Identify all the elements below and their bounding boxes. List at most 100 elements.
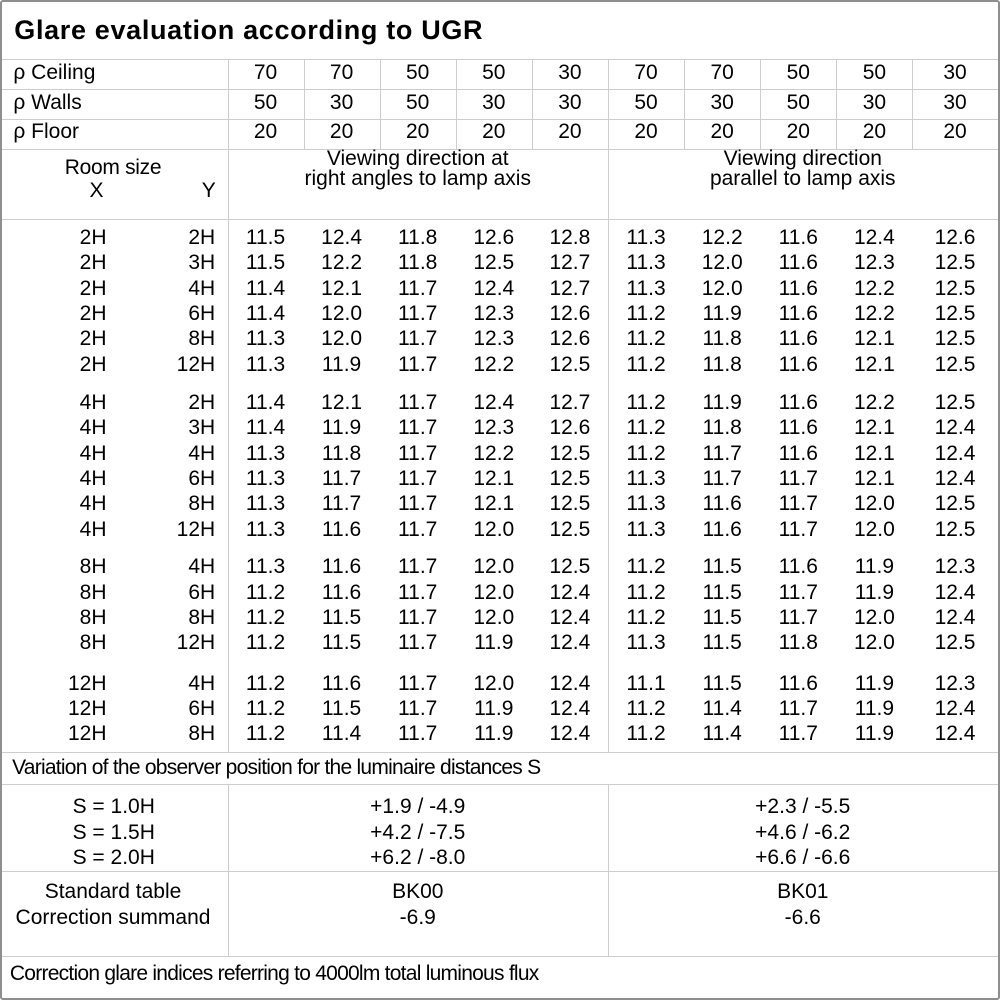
room-size-x-value: 4H	[79, 391, 107, 414]
ugr-value: 12.5	[549, 492, 591, 516]
ugr-value: 12.0	[853, 492, 895, 516]
ugr-value: 11.7	[778, 606, 818, 630]
reflectance-value: 20	[482, 120, 506, 144]
ugr-value: 11.2	[626, 555, 666, 579]
ugr-value: 12.2	[701, 225, 743, 249]
room-size-y-value: 3H	[188, 416, 216, 440]
ugr-value: 11.2	[626, 441, 666, 465]
ugr-value: 11.8	[321, 441, 362, 465]
ugr-value: 12.0	[701, 251, 743, 275]
page-title: Glare evaluation according to UGR	[14, 15, 484, 46]
group2-header-line1: Viewing direction	[723, 147, 882, 171]
reflectance-value: 20	[710, 120, 734, 144]
ugr-value: 12.4	[934, 696, 976, 720]
standard-label: Standard table	[44, 880, 182, 904]
ugr-value: 11.9	[854, 696, 895, 720]
ugr-value: 11.4	[245, 276, 286, 300]
ugr-value: 11.2	[626, 352, 666, 376]
room-size-y-value: 12H	[176, 352, 216, 376]
ugr-value: 11.6	[778, 276, 818, 300]
ugr-value: 11.7	[398, 696, 438, 720]
ugr-value: 11.6	[321, 555, 362, 579]
ugr-value: 11.7	[398, 416, 438, 440]
ugr-value: 12.0	[701, 276, 743, 300]
ugr-value: 12.1	[321, 391, 363, 414]
room-size-y-value: 12H	[176, 631, 216, 655]
room-size-y-value: 4H	[188, 555, 216, 579]
room-size-x-value: 12H	[67, 671, 107, 695]
ugr-value: 12.4	[934, 467, 976, 491]
ugr-value: 11.6	[778, 225, 818, 249]
reflectance-value: 50	[406, 60, 430, 84]
ugr-value: 11.8	[702, 416, 742, 440]
ugr-value: 12.0	[473, 517, 515, 541]
ugr-value: 11.9	[854, 555, 895, 579]
ugr-value: 11.8	[702, 327, 742, 351]
reflectance-value: 20	[862, 120, 887, 144]
ugr-value: 11.3	[245, 492, 286, 516]
spacing-group2-value: +6.6 / -6.6	[755, 845, 851, 869]
ugr-value: 12.4	[934, 580, 976, 604]
ugr-value: 11.3	[626, 517, 666, 541]
ugr-value: 11.5	[321, 696, 362, 720]
ugr-value: 11.3	[626, 251, 666, 275]
ugr-value: 12.5	[934, 276, 976, 300]
standard-group1-value: BK00	[392, 880, 444, 904]
ugr-value: 11.7	[778, 467, 818, 491]
standard-group2-value: -6.6	[784, 905, 821, 929]
ugr-value: 12.5	[934, 631, 976, 655]
ugr-value: 12.2	[473, 441, 515, 465]
ugr-value: 12.4	[321, 225, 363, 249]
grid-horizontal-line	[0, 149, 1000, 151]
standard-label: Correction summand	[15, 905, 211, 929]
room-size-y-value: 8H	[188, 722, 216, 746]
grid-vertical-line	[531, 59, 533, 150]
ugr-value: 11.7	[321, 467, 362, 491]
ugr-value: 12.5	[934, 327, 976, 351]
spacing-group2-value: +2.3 / -5.5	[755, 795, 851, 819]
room-size-x-value: 2H	[79, 301, 107, 325]
ugr-value: 11.2	[626, 722, 666, 746]
room-size-x-value: 8H	[79, 631, 107, 655]
ugr-value: 11.5	[245, 225, 286, 249]
ugr-value: 11.9	[474, 722, 514, 746]
ugr-value: 11.6	[321, 671, 362, 695]
ugr-value: 11.7	[398, 671, 438, 695]
ugr-value: 11.6	[702, 517, 742, 541]
ugr-value: 11.7	[778, 492, 818, 516]
ugr-value: 12.6	[473, 225, 515, 249]
footer-note: Correction glare indices referring to 40…	[9, 961, 539, 985]
ugr-value: 11.6	[778, 251, 818, 275]
grid-vertical-line	[303, 59, 305, 150]
reflectance-value: 50	[786, 90, 810, 114]
grid-vertical-line	[227, 783, 229, 956]
ugr-value: 11.2	[626, 327, 666, 351]
ugr-value: 11.3	[245, 517, 286, 541]
ugr-value: 11.2	[245, 606, 286, 630]
ugr-value: 11.9	[474, 696, 514, 720]
ugr-value: 12.0	[473, 671, 515, 695]
room-size-x-value: 4H	[79, 416, 107, 440]
room-size-y-value: 2H	[188, 391, 216, 414]
ugr-value: 12.7	[549, 276, 591, 300]
ugr-value: 12.5	[549, 555, 591, 579]
reflectance-value: 50	[862, 60, 887, 84]
standard-group1-value: -6.9	[399, 905, 436, 929]
standard-group2-value: BK01	[777, 880, 829, 904]
ugr-value: 11.2	[245, 631, 286, 655]
ugr-value: 11.6	[778, 441, 818, 465]
ugr-value: 11.4	[245, 301, 286, 325]
ugr-value: 11.2	[626, 391, 666, 414]
reflectance-value: 30	[943, 90, 967, 114]
room-size-x-value: 2H	[79, 276, 107, 300]
reflectance-value: 20	[634, 120, 658, 144]
spacing-group1-value: +6.2 / -8.0	[370, 845, 466, 869]
ugr-value: 11.2	[626, 606, 666, 630]
grid-vertical-line	[608, 59, 609, 752]
ugr-value: 11.7	[398, 391, 438, 414]
ugr-value: 12.4	[853, 225, 895, 249]
ugr-value: 11.7	[398, 352, 438, 376]
reflectance-value: 70	[329, 60, 354, 84]
ugr-value: 12.3	[934, 671, 976, 695]
